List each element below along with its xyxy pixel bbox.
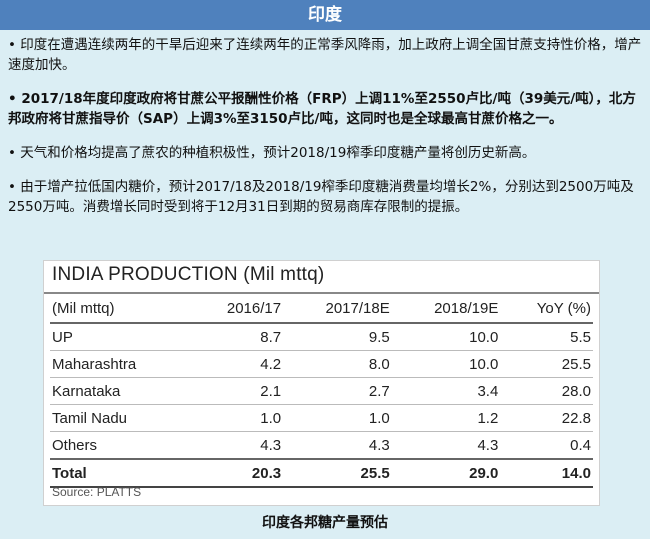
production-table-figure: INDIA PRODUCTION (Mil mttq) (Mil mttq) 2… (43, 260, 600, 506)
bullet-item: • 印度在遭遇连续两年的干旱后迎来了连续两年的正常季风降雨，加上政府上调全国甘蔗… (8, 37, 642, 73)
table-cell: 22.8 (500, 404, 593, 432)
column-header-2018-19e: 2018/19E (391, 295, 501, 324)
title-divider (44, 292, 599, 294)
total-cell: 14.0 (500, 458, 593, 488)
table-cell: 2.1 (190, 377, 284, 405)
table-row: Tamil Nadu 1.0 1.0 1.2 22.8 (50, 404, 593, 432)
column-header-2016-17: 2016/17 (190, 295, 284, 324)
table-cell: 4.3 (190, 431, 284, 460)
table-cell: 10.0 (391, 350, 501, 378)
table-cell: 0.4 (500, 431, 593, 460)
row-label: UP (50, 323, 191, 351)
bullet-item: • 天气和价格均提高了蔗农的种植积极性，预计2018/19榨季印度糖产量将创历史… (8, 145, 536, 161)
table-row: Others 4.3 4.3 4.3 0.4 (50, 431, 593, 460)
bullet-list: • 印度在遭遇连续两年的干旱后迎来了连续两年的正常季风降雨，加上政府上调全国甘蔗… (8, 35, 644, 231)
column-header-unit: (Mil mttq) (50, 295, 191, 324)
column-header-yoy: YoY (%) (500, 295, 593, 324)
production-table: (Mil mttq) 2016/17 2017/18E 2018/19E YoY… (50, 295, 593, 488)
figure-caption: 印度各邦糖产量预估 (262, 515, 388, 531)
table-row: Karnataka 2.1 2.7 3.4 28.0 (50, 377, 593, 405)
table-cell: 3.4 (391, 377, 501, 405)
total-cell: 25.5 (283, 458, 392, 488)
table-cell: 10.0 (391, 323, 501, 351)
row-label: Maharashtra (50, 350, 191, 378)
row-label: Others (50, 431, 191, 460)
table-cell: 5.5 (500, 323, 593, 351)
table-cell: 25.5 (500, 350, 593, 378)
table-cell: 8.0 (283, 350, 392, 378)
table-cell: 1.2 (391, 404, 501, 432)
bullet-item: • 由于增产拉低国内糖价，预计2017/18及2018/19榨季印度糖消费量均增… (8, 179, 634, 215)
total-cell: 29.0 (391, 458, 501, 488)
table-total-row: Total 20.3 25.5 29.0 14.0 (50, 458, 593, 488)
table-title: INDIA PRODUCTION (Mil mttq) (52, 264, 325, 285)
slide-title: 印度 (0, 0, 650, 30)
row-label: Karnataka (50, 377, 191, 405)
table-cell: 9.5 (283, 323, 392, 351)
table-source: Source: PLATTS (52, 485, 142, 499)
table-row: UP 8.7 9.5 10.0 5.5 (50, 323, 593, 351)
bullet-item: • 2017/18年度印度政府将甘蔗公平报酬性价格（FRP）上调11%至2550… (8, 91, 636, 127)
table-cell: 2.7 (283, 377, 392, 405)
table-cell: 1.0 (190, 404, 284, 432)
total-cell: 20.3 (190, 458, 284, 488)
table-cell: 1.0 (283, 404, 392, 432)
total-label: Total (50, 458, 191, 488)
table-cell: 8.7 (190, 323, 284, 351)
table-cell: 4.3 (283, 431, 392, 460)
table-cell: 4.2 (190, 350, 284, 378)
table-cell: 28.0 (500, 377, 593, 405)
table-row: Maharashtra 4.2 8.0 10.0 25.5 (50, 350, 593, 378)
table-header-row: (Mil mttq) 2016/17 2017/18E 2018/19E YoY… (50, 295, 593, 324)
column-header-2017-18e: 2017/18E (283, 295, 392, 324)
table-cell: 4.3 (391, 431, 501, 460)
row-label: Tamil Nadu (50, 404, 191, 432)
